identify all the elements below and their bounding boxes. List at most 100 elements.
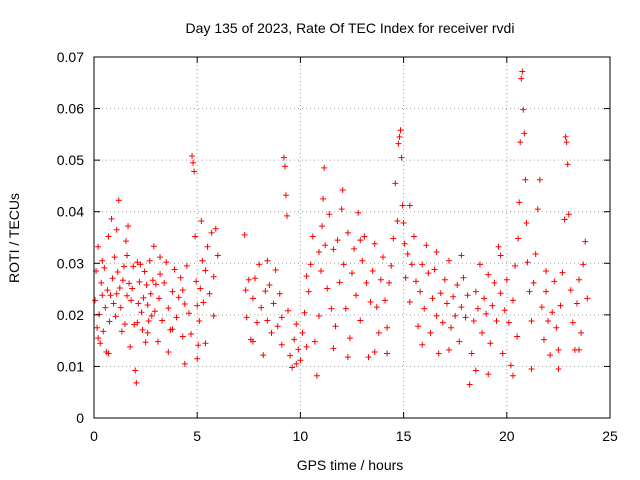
data-point [401,240,408,247]
data-point [193,278,200,285]
data-point [534,206,541,213]
y-tick-label: 0.07 [57,49,84,65]
data-point [521,130,528,137]
data-point [126,280,133,287]
data-point [328,305,335,312]
data-point [503,276,510,283]
data-point [446,346,453,353]
x-tick-label: 15 [396,428,412,444]
data-point [120,263,127,270]
data-point [122,238,129,245]
data-point [150,243,157,250]
data-point [105,233,112,240]
data-point [493,318,500,325]
data-point [260,352,267,359]
data-point [125,223,132,230]
data-point [177,274,184,281]
data-point [441,276,448,283]
data-point [559,269,566,276]
data-point [285,307,292,314]
data-point [448,324,455,331]
data-point [136,278,143,285]
data-point [491,279,498,286]
data-point [392,180,399,187]
data-point [406,202,413,209]
data-point [118,328,125,335]
data-point [569,319,576,326]
data-point [344,354,351,361]
y-tick-label: 0 [76,410,84,426]
data-point [357,317,364,324]
data-point [439,319,446,326]
y-tick-label: 0.06 [57,101,84,117]
data-point [431,266,438,273]
data-point [256,261,263,268]
data-point [243,314,250,321]
data-point [359,257,366,264]
data-point [543,288,550,295]
data-point [194,355,201,362]
data-point [110,300,117,307]
data-point [460,274,467,281]
data-point [132,367,139,374]
data-point [495,243,502,250]
data-point [584,295,591,302]
data-point [515,235,522,242]
data-point [171,266,178,273]
chart-title: Day 135 of 2023, Rate Of TEC Index for r… [186,20,515,36]
data-point [303,273,310,280]
data-point [489,302,496,309]
data-point [386,279,393,286]
data-point [258,304,265,311]
data-point [266,281,273,288]
data-point [264,317,271,324]
data-point [202,267,209,274]
data-point [501,307,508,314]
data-point [507,362,514,369]
data-point [485,271,492,278]
data-point [384,324,391,331]
data-point [109,275,116,282]
data-point [169,326,176,333]
y-tick-label: 0.04 [57,204,84,220]
data-point [384,350,391,357]
data-point [112,313,119,320]
data-point [200,299,207,306]
data-point [315,248,322,255]
data-point [157,254,164,261]
data-point [479,329,486,336]
data-point [134,319,141,326]
data-point [321,164,328,171]
data-point [251,275,258,282]
data-point [512,262,519,269]
data-point [485,371,492,378]
data-point [143,281,150,288]
data-point [305,288,312,295]
data-point [313,372,320,379]
data-point [375,329,382,336]
data-point [139,326,146,333]
data-point [543,268,550,275]
data-point [466,381,473,388]
data-point [373,304,380,311]
data-point [129,285,136,292]
data-point [518,75,525,82]
data-point [487,340,494,347]
data-point [175,294,182,301]
data-point [268,329,275,336]
data-point [330,345,337,352]
data-point [183,262,190,269]
data-point [94,324,101,331]
data-point [365,354,372,361]
data-point [582,238,589,245]
data-point [526,288,533,295]
data-point [483,310,490,317]
data-point [371,348,378,355]
data-point [472,288,479,295]
data-point [169,288,176,295]
x-tick-label: 10 [293,428,309,444]
plot-frame [93,56,611,419]
data-point [564,161,571,168]
data-point [509,297,516,304]
data-point [353,292,360,299]
